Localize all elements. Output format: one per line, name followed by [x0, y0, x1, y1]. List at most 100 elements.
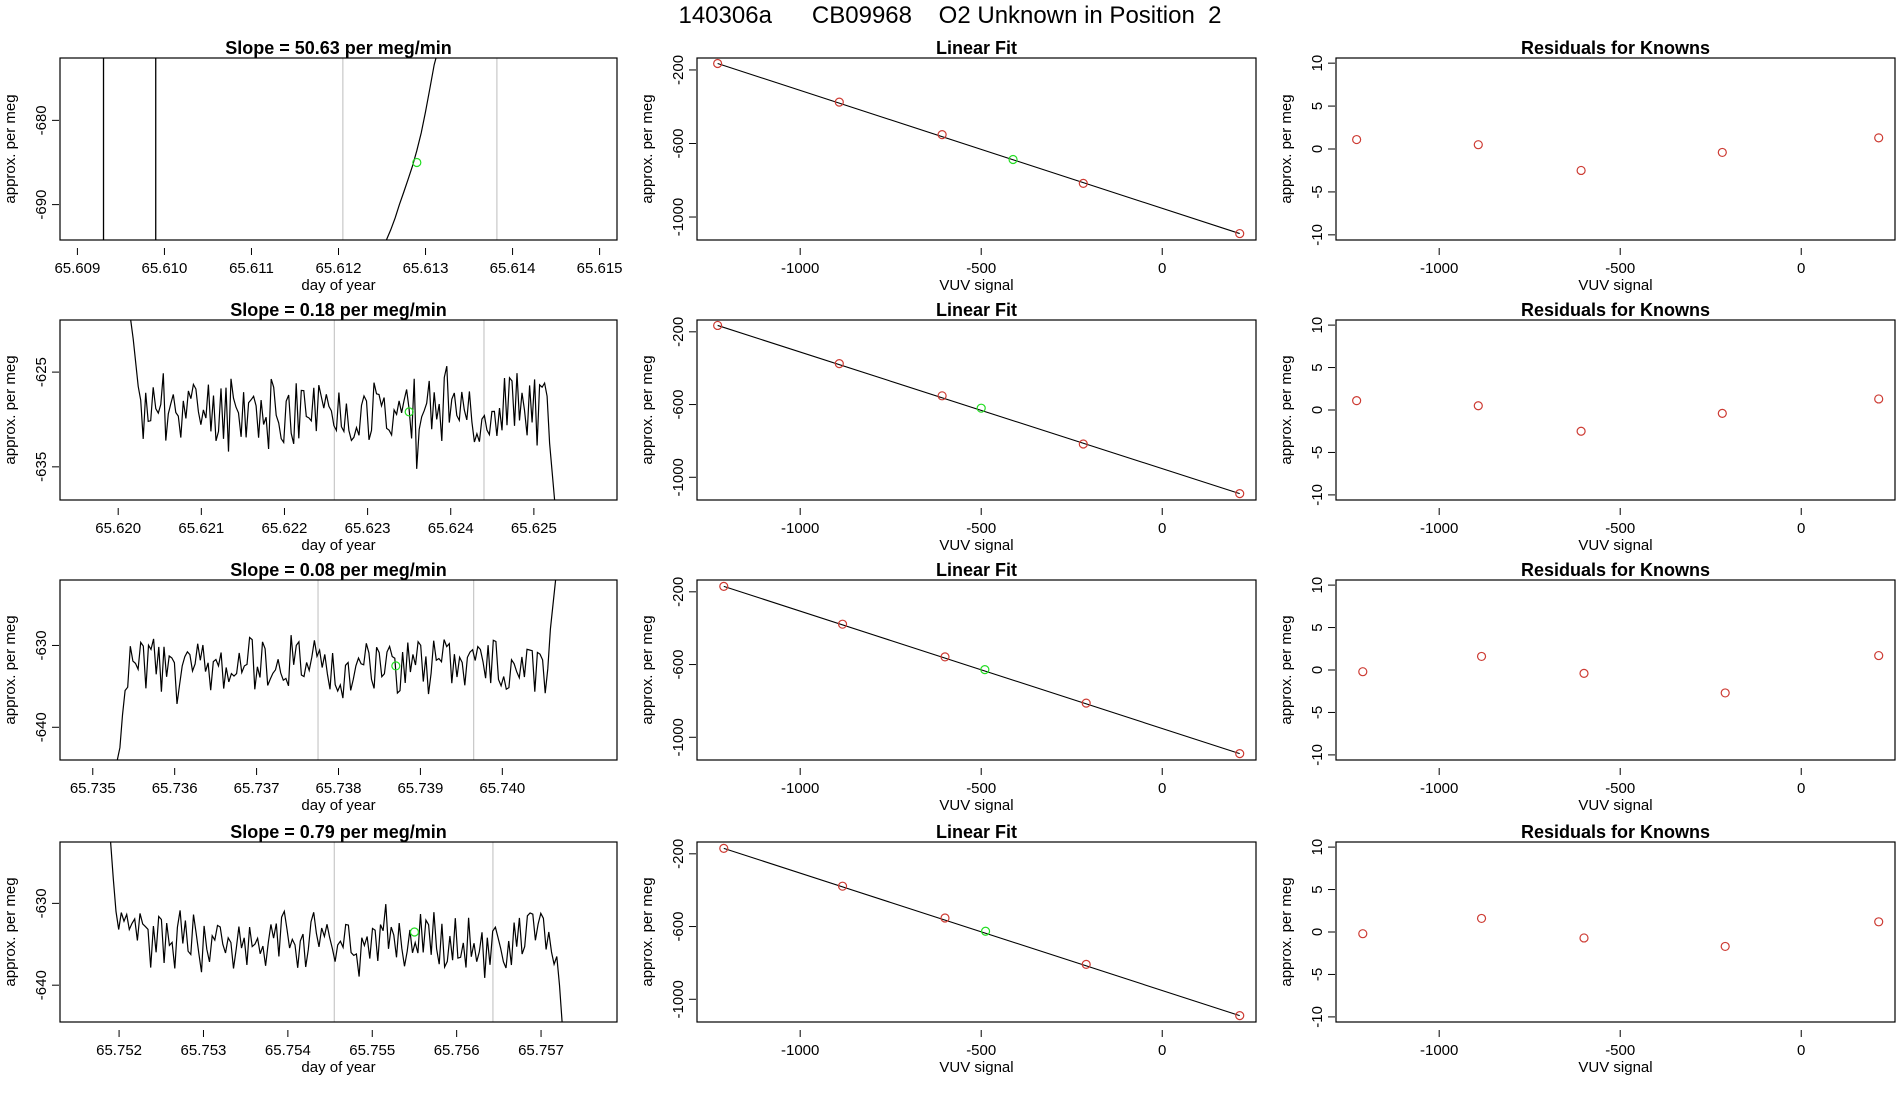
chart-title: Slope = 0.18 per meg/min	[230, 300, 447, 320]
x-tick-label: 0	[1797, 1042, 1805, 1059]
residual-point	[1874, 917, 1884, 927]
y-tick-label: -630	[33, 630, 50, 660]
x-tick-label: -1000	[1420, 780, 1458, 797]
x-tick-label: -1000	[1420, 1042, 1458, 1059]
fit-line	[717, 324, 1240, 495]
x-tick-label: 65.625	[511, 520, 557, 537]
unknown-point	[412, 157, 422, 168]
x-axis-label: day of year	[301, 277, 375, 294]
x-tick-label: -1000	[1420, 260, 1458, 277]
x-tick-label: 65.611	[229, 260, 274, 277]
y-tick-label: 10	[1309, 317, 1326, 334]
panel-row1-timeseries: Slope = 50.63 per meg/min 65.609 65.610 65.…	[2, 38, 623, 294]
x-tick-label: -1000	[781, 1042, 819, 1059]
known-standard-point	[837, 619, 848, 629]
panel-row3-residuals: Residuals for Knowns -1000 -500 0 10 5 0 -5 -10 V…	[1278, 560, 1896, 814]
known-standard-point	[1078, 439, 1088, 449]
chart-title: Linear Fit	[936, 822, 1017, 842]
x-tick-label: -1000	[781, 260, 819, 277]
x-tick-label: -1000	[781, 780, 819, 797]
plot-frame	[59, 57, 618, 241]
residual-point	[1476, 913, 1487, 924]
y-axis-label: approx. per meg	[639, 877, 656, 986]
residual-point	[1576, 165, 1586, 176]
y-tick-label: 0	[1309, 406, 1326, 414]
x-tick-label: -500	[966, 1042, 996, 1059]
y-axis-label: approx. per meg	[1278, 615, 1295, 724]
x-tick-label: -500	[966, 260, 996, 277]
unknown-point	[391, 661, 401, 671]
residual-point	[1717, 408, 1727, 418]
y-tick-label: -680	[33, 105, 50, 135]
panel-row2-linearfit: Linear Fit -1000 -500 0 -200 -600 -1000 VUV sig…	[639, 300, 1257, 554]
x-axis-label: VUV signal	[1578, 277, 1652, 294]
x-axis-label: day of year	[301, 797, 375, 814]
panel-row4-linearfit: Linear Fit -1000 -500 0 -200 -600 -1000 VUV sig…	[639, 822, 1257, 1076]
y-tick-label: -5	[1309, 968, 1326, 981]
chart-title: Residuals for Knowns	[1521, 822, 1710, 842]
y-tick-label: -10	[1309, 484, 1326, 506]
residual-point	[1717, 147, 1727, 158]
residual-point	[1720, 941, 1730, 952]
y-tick-label: -690	[33, 190, 50, 220]
known-standard-point	[837, 881, 848, 891]
plot-area	[1352, 133, 1884, 176]
unknown-sample-point	[976, 403, 986, 413]
y-tick-label: 5	[1309, 102, 1326, 110]
known-standard-point	[834, 97, 844, 107]
y-tick-label: 5	[1309, 363, 1326, 371]
y-tick-label: -200	[670, 317, 687, 347]
known-standard-point	[1081, 959, 1091, 969]
y-tick-label: 10	[1309, 839, 1326, 856]
chart-title: Residuals for Knowns	[1521, 300, 1710, 320]
residual-point	[1473, 401, 1483, 411]
chart-title: Linear Fit	[936, 560, 1017, 580]
plot-frame	[59, 319, 618, 501]
known-standard-point	[1078, 178, 1088, 188]
unknown-sample-point	[980, 665, 990, 675]
x-tick-label: 65.610	[141, 260, 187, 277]
x-tick-label: 0	[1797, 780, 1805, 797]
plot-area	[110, 842, 563, 1022]
known-standard-point	[713, 320, 723, 331]
known-standard-point	[719, 581, 729, 591]
x-axis-label: VUV signal	[939, 277, 1013, 294]
page-title: 140306a CB09968 O2 Unknown in Position 2	[678, 2, 1222, 29]
known-standard-point	[1235, 489, 1245, 499]
y-tick-label: -625	[33, 357, 50, 387]
residual-point	[1874, 394, 1884, 404]
y-tick-label: -640	[33, 970, 50, 1000]
plot-area	[102, 58, 498, 240]
y-tick-label: -5	[1309, 446, 1326, 459]
y-axis-label: approx. per meg	[639, 615, 656, 724]
chart-title: Slope = 0.08 per meg/min	[230, 560, 447, 580]
panel-row1-residuals: Residuals for Knowns -1000 -500 0 10 5 0 -5 -10 V…	[1278, 38, 1896, 294]
x-tick-label: 65.612	[316, 260, 362, 277]
chart-title: Slope = 0.79 per meg/min	[230, 822, 447, 842]
panel-row3-timeseries: Slope = 0.08 per meg/min 65.735 65.736 65.7…	[2, 560, 618, 814]
x-tick-label: 65.738	[316, 780, 362, 797]
x-tick-label: -500	[966, 780, 996, 797]
known-standard-point	[937, 391, 947, 401]
y-axis-label: approx. per meg	[1278, 877, 1295, 986]
panel-row4-residuals: Residuals for Knowns -1000 -500 0 10 5 0 -5 -10 V…	[1278, 822, 1896, 1076]
y-tick-label: -10	[1309, 1006, 1326, 1028]
plot-frame	[696, 841, 1257, 1023]
x-tick-label: 0	[1797, 260, 1805, 277]
plot-area	[116, 580, 557, 760]
y-tick-label: -600	[670, 650, 687, 680]
plot-area	[719, 843, 1245, 1021]
x-tick-label: -500	[1605, 260, 1635, 277]
x-tick-label: 0	[1158, 1042, 1166, 1059]
plot-frame	[59, 579, 618, 761]
y-tick-label: -200	[670, 577, 687, 607]
y-tick-label: -600	[670, 128, 687, 158]
plot-frame	[696, 579, 1257, 761]
y-tick-label: -630	[33, 888, 50, 918]
known-standard-point	[1235, 228, 1245, 239]
y-tick-label: 10	[1309, 577, 1326, 594]
y-tick-label: 0	[1309, 666, 1326, 674]
y-axis-label: approx. per meg	[2, 94, 19, 203]
y-tick-label: -1000	[670, 198, 687, 236]
